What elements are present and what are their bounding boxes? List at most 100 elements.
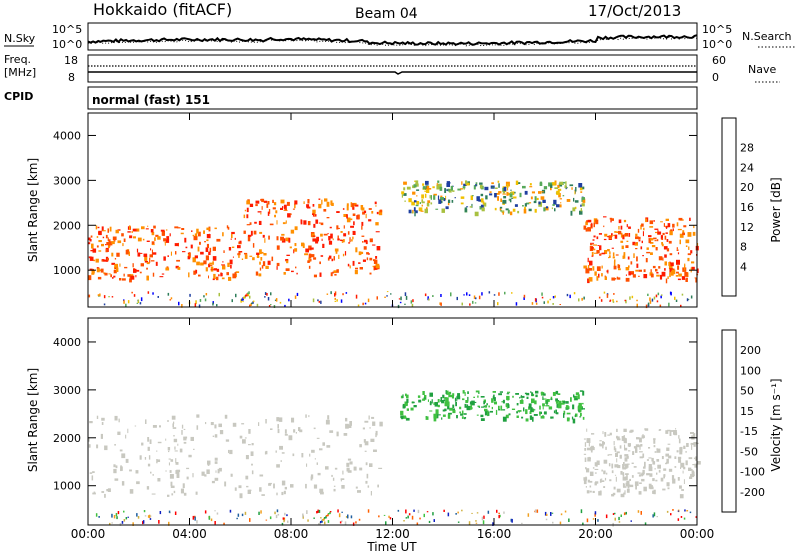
data-cell	[400, 395, 404, 399]
ground-scatter-cell	[117, 511, 120, 515]
ground-scatter-cell	[578, 298, 580, 302]
data-cell	[248, 444, 251, 446]
data-cell	[620, 240, 624, 243]
data-cell	[522, 205, 524, 207]
data-cell	[679, 233, 684, 238]
data-cell	[648, 457, 652, 459]
ground-scatter-cell	[203, 295, 205, 298]
data-cell	[208, 251, 211, 255]
data-cell	[88, 275, 92, 281]
data-cell	[661, 243, 664, 247]
data-cell	[190, 436, 194, 441]
data-cell	[657, 231, 662, 235]
data-cell	[222, 232, 224, 237]
data-cell	[466, 206, 469, 208]
ground-scatter-cell	[534, 509, 537, 513]
ground-scatter-cell	[204, 298, 207, 302]
data-cell	[311, 449, 315, 453]
data-cell	[246, 224, 251, 226]
data-cell	[669, 230, 673, 236]
data-cell	[204, 241, 206, 243]
data-cell	[108, 273, 111, 275]
data-cell	[556, 190, 560, 195]
ground-scatter-cell	[212, 301, 214, 304]
data-cell	[441, 208, 445, 213]
data-cell	[172, 427, 177, 429]
data-cell	[436, 414, 441, 416]
data-cell	[420, 210, 424, 212]
data-cell	[597, 245, 599, 246]
data-cell	[299, 429, 303, 433]
data-cell	[361, 207, 365, 211]
data-cell	[586, 428, 588, 432]
data-cell	[284, 486, 287, 490]
data-cell	[683, 225, 687, 228]
data-cell	[171, 493, 174, 496]
data-cell	[96, 444, 99, 449]
data-cell	[633, 446, 638, 449]
ground-scatter-cell	[338, 513, 341, 518]
data-cell	[632, 274, 636, 278]
data-cell	[460, 413, 464, 416]
data-cell	[604, 432, 607, 437]
ground-scatter-cell	[609, 299, 612, 302]
data-cell	[667, 443, 671, 445]
data-cell	[489, 410, 493, 413]
data-cell	[174, 450, 178, 452]
data-cell	[92, 492, 96, 495]
data-cell	[248, 429, 251, 434]
data-cell	[612, 256, 615, 259]
data-cell	[426, 185, 430, 190]
data-cell	[625, 476, 628, 481]
data-cell	[180, 488, 184, 494]
data-cell	[643, 274, 648, 279]
data-cell	[684, 265, 686, 271]
ground-scatter-cell	[461, 302, 463, 306]
ground-scatter-cell	[347, 514, 349, 519]
x-tick-label: 00:00	[680, 527, 715, 541]
data-cell	[207, 460, 211, 465]
data-cell	[359, 444, 362, 448]
ground-scatter-cell	[123, 519, 126, 522]
ground-scatter-cell	[123, 300, 125, 304]
ground-scatter-cell	[229, 509, 232, 513]
data-cell	[183, 428, 186, 430]
ground-scatter-cell	[103, 303, 106, 306]
ground-scatter-cell	[318, 509, 321, 513]
ground-scatter-cell	[463, 294, 465, 296]
data-cell	[215, 276, 219, 281]
data-cell	[362, 427, 365, 430]
data-cell	[693, 225, 695, 229]
colorbar-tick-label: 200	[740, 344, 761, 357]
data-cell	[168, 458, 171, 460]
data-cell	[557, 403, 562, 409]
data-cell	[596, 250, 600, 254]
ground-scatter-cell	[142, 521, 144, 525]
data-cell	[192, 234, 195, 237]
data-cell	[498, 191, 502, 194]
data-cell	[671, 475, 675, 480]
ground-scatter-cell	[109, 522, 111, 526]
data-cell	[129, 278, 132, 283]
data-cell	[196, 261, 200, 266]
ground-scatter-cell	[527, 513, 530, 517]
data-cell	[559, 181, 564, 185]
nsky-tick-bottom: 10^0	[52, 38, 82, 51]
data-cell	[625, 482, 629, 487]
data-cell	[206, 469, 210, 474]
data-cell	[321, 238, 323, 241]
data-cell	[623, 483, 625, 488]
data-cell	[340, 231, 343, 233]
data-cell	[665, 462, 668, 465]
date-title: 17/Oct/2013	[588, 2, 681, 20]
data-cell	[355, 267, 358, 270]
data-cell	[346, 462, 350, 467]
data-cell	[638, 269, 642, 272]
data-cell	[496, 193, 500, 195]
data-cell	[635, 269, 639, 272]
data-cell	[132, 263, 134, 268]
data-cell	[635, 444, 640, 448]
ground-scatter-cell	[652, 514, 654, 518]
data-cell	[286, 201, 290, 206]
data-cell	[570, 210, 573, 216]
